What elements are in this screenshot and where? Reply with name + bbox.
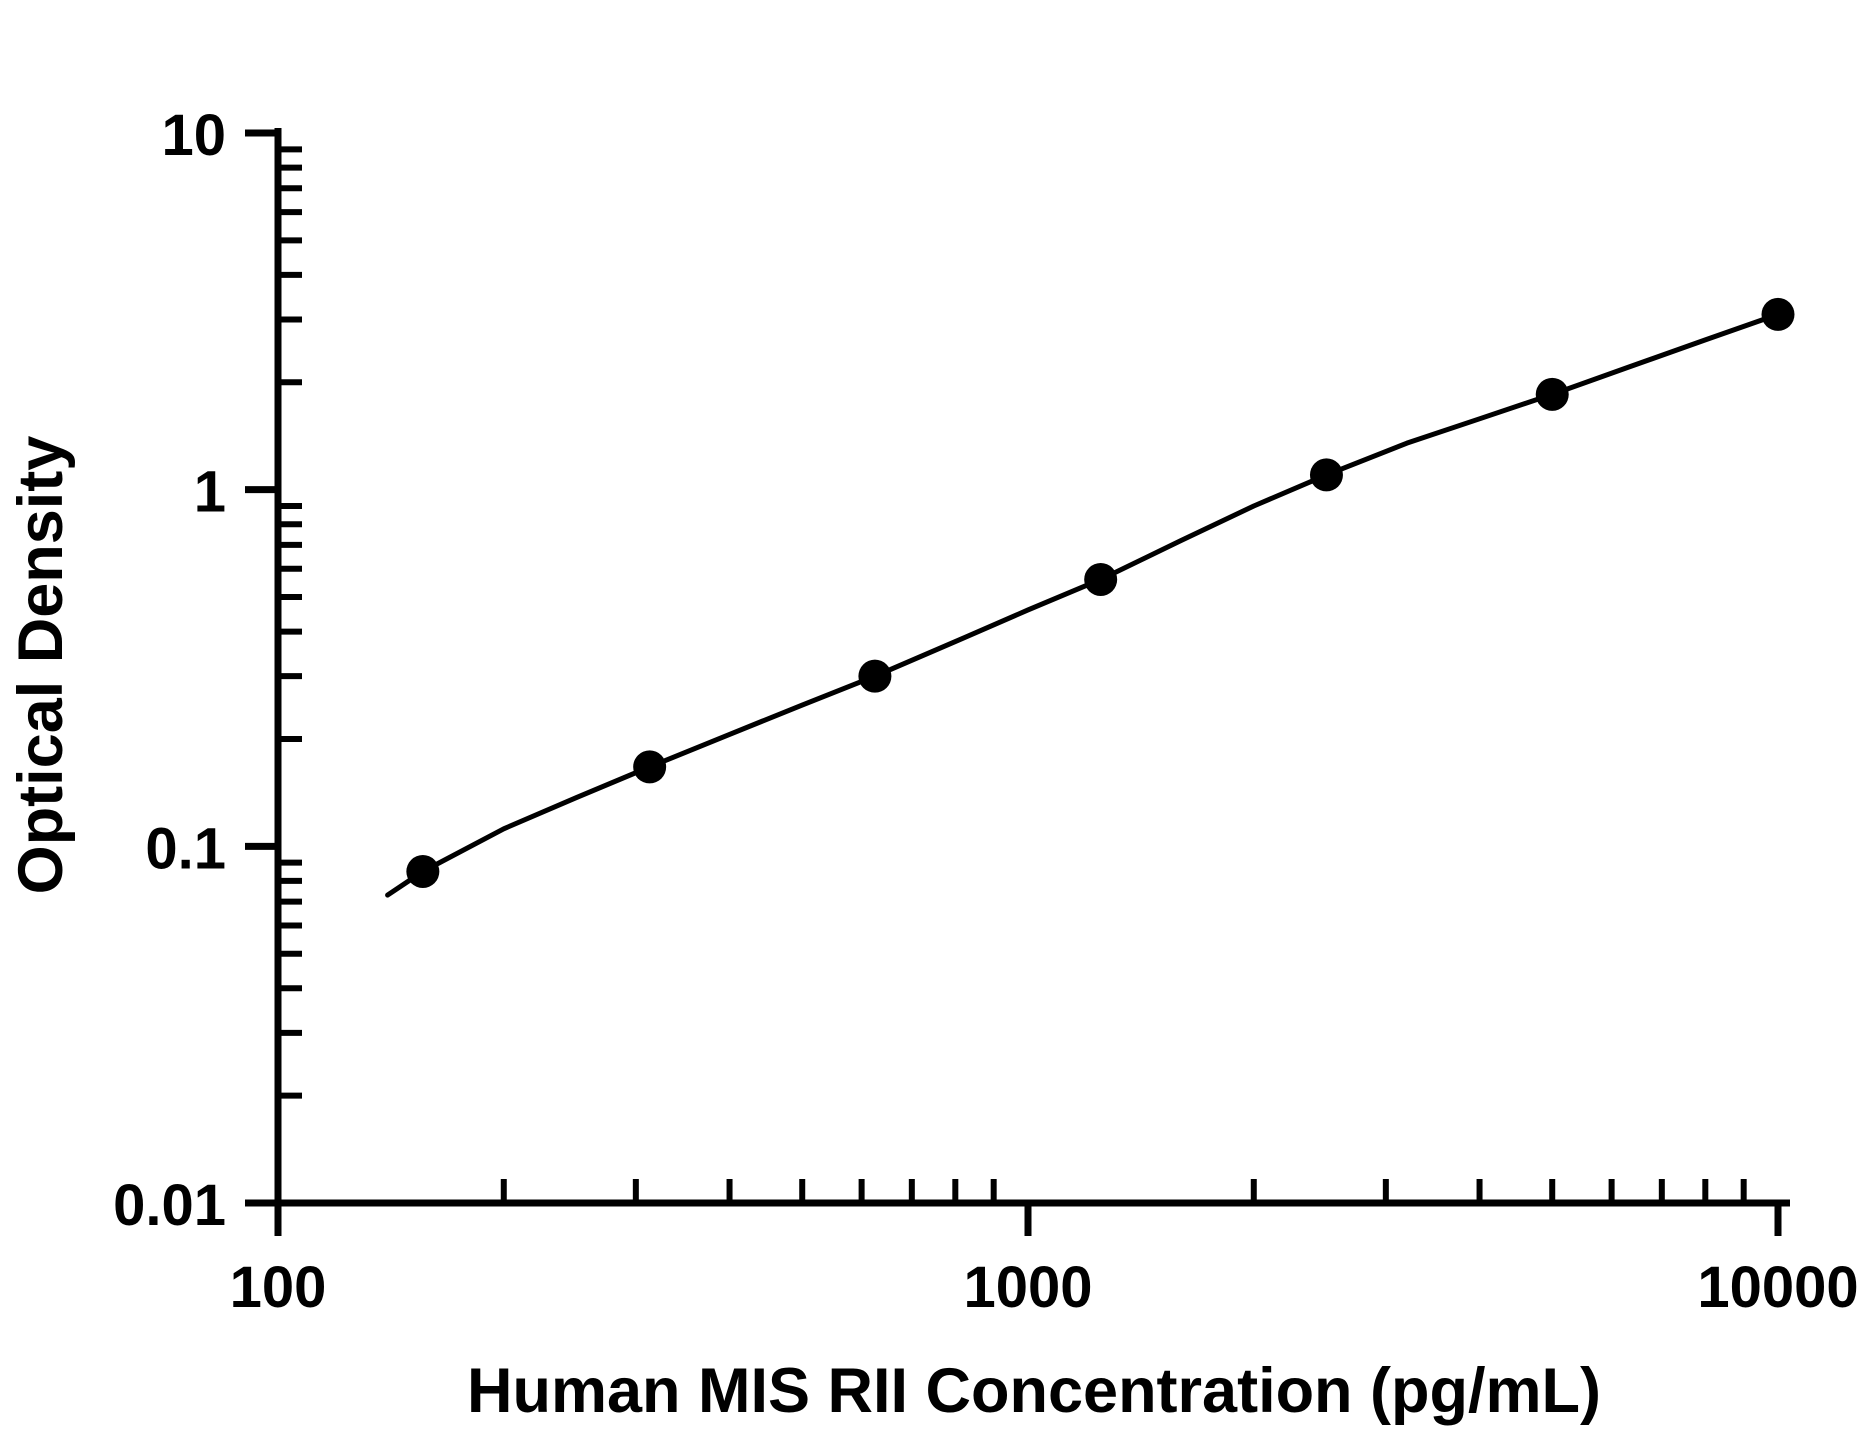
data-point-markers <box>406 297 1795 889</box>
y-axis-tick-labels: 10 1 0.1 0.01 <box>113 103 226 1238</box>
x-axis: 100 1000 10000 <box>230 1179 1858 1320</box>
y-tick-label: 10 <box>161 103 226 168</box>
x-tick-label: 10000 <box>1697 1255 1858 1320</box>
data-point-marker <box>633 750 667 784</box>
y-axis-minor-ticks <box>278 146 302 1099</box>
x-axis-major-ticks <box>274 1203 1782 1236</box>
y-tick-label: 1 <box>194 460 226 525</box>
data-point-marker <box>858 659 892 693</box>
x-tick-label: 100 <box>230 1255 327 1320</box>
y-axis-major-ticks <box>245 129 278 1207</box>
x-axis-title: Human MIS RII Concentration (pg/mL) <box>467 1356 1601 1426</box>
y-tick-label: 0.1 <box>145 816 226 881</box>
data-point-marker <box>1084 562 1118 596</box>
data-point-marker <box>406 855 440 889</box>
data-point-marker <box>1761 297 1795 331</box>
x-tick-label: 1000 <box>963 1255 1092 1320</box>
y-tick-label: 0.01 <box>113 1173 226 1238</box>
data-point-marker <box>1309 458 1343 492</box>
data-point-marker <box>1535 377 1569 411</box>
y-axis-title: Optical Density <box>6 436 76 895</box>
x-axis-tick-labels: 100 1000 10000 <box>230 1255 1858 1320</box>
x-axis-minor-ticks <box>500 1179 1747 1203</box>
y-axis: 10 1 0.1 0.01 <box>113 103 302 1238</box>
data-series-group <box>385 297 1795 898</box>
